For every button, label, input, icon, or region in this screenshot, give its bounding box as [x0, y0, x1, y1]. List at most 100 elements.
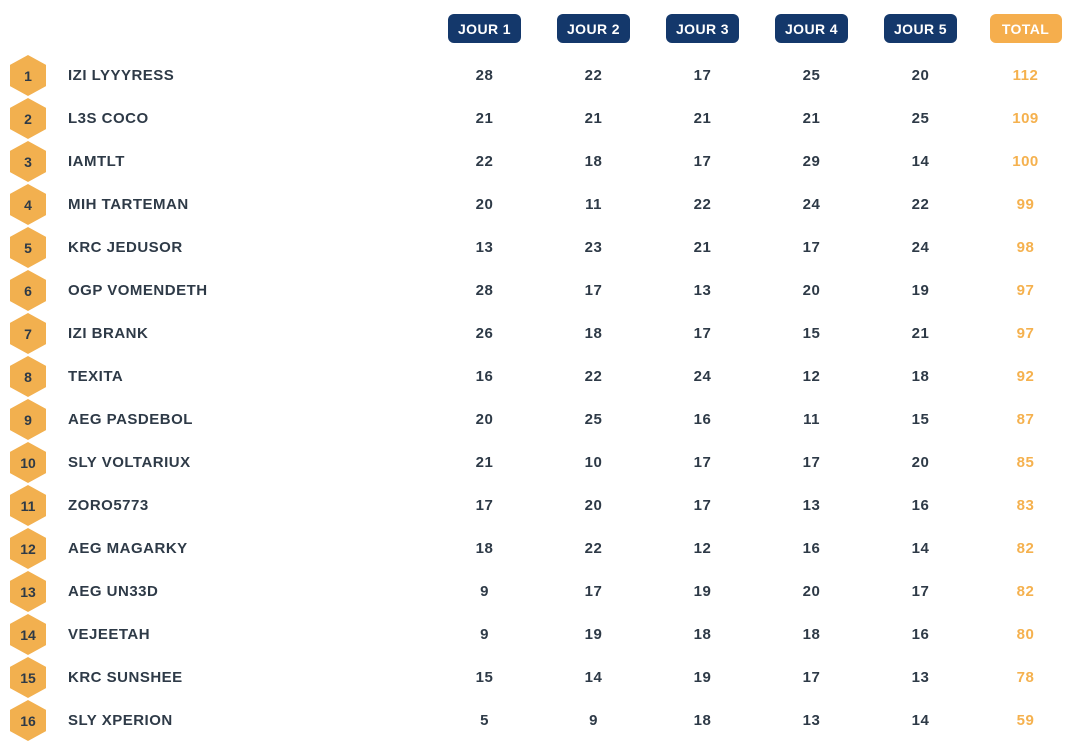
day-4-header-button[interactable]: JOUR 4 [775, 13, 848, 43]
score-day-5: 18 [911, 368, 930, 385]
day-2-header-button[interactable]: JOUR 2 [557, 13, 630, 43]
score-day-5: 16 [911, 626, 930, 643]
day-5-header-button[interactable]: JOUR 5 [884, 13, 957, 43]
score-day-4: 16 [802, 540, 821, 557]
player-name: IAMTLT [68, 153, 125, 170]
hexagon-icon: 13 [10, 571, 46, 612]
rank-number: 3 [24, 153, 32, 170]
rank-number: 16 [20, 712, 36, 729]
hexagon-icon: 10 [10, 442, 46, 483]
score-day-3: 13 [693, 282, 712, 299]
player-name: SLY XPERION [68, 712, 173, 729]
total-header-button[interactable]: TOTAL [989, 13, 1062, 43]
table-row: 14 VEJEETAH 9 19 18 18 16 80 [0, 613, 1076, 656]
score-day-4: 12 [802, 368, 821, 385]
score-day-4: 17 [802, 454, 821, 471]
rank-number: 9 [24, 411, 32, 428]
score-day-4: 18 [802, 626, 821, 643]
player-name: TEXITA [68, 368, 124, 385]
score-day-2: 14 [584, 669, 603, 686]
score-day-1: 5 [480, 712, 489, 729]
score-day-2: 22 [584, 67, 603, 84]
score-day-3: 17 [693, 454, 712, 471]
score-total: 82 [1016, 540, 1035, 557]
day-1-header-button[interactable]: JOUR 1 [448, 13, 521, 43]
score-day-2: 17 [584, 583, 603, 600]
hexagon-icon: 12 [10, 528, 46, 569]
score-day-1: 21 [475, 454, 494, 471]
score-total: 97 [1016, 282, 1035, 299]
rank-hexagon-badge: 8 [10, 356, 46, 397]
hexagon-icon: 6 [10, 270, 46, 311]
hexagon-icon: 15 [10, 657, 46, 698]
score-day-1: 22 [475, 153, 494, 170]
rank-number: 15 [20, 669, 36, 686]
score-day-5: 14 [911, 712, 930, 729]
rank-hexagon-badge: 11 [10, 485, 46, 526]
score-day-2: 22 [584, 540, 603, 557]
score-total: 78 [1016, 669, 1035, 686]
day-3-header-button[interactable]: JOUR 3 [666, 13, 739, 43]
score-day-5: 19 [911, 282, 930, 299]
score-day-3: 22 [693, 196, 712, 213]
score-day-3: 17 [693, 67, 712, 84]
rank-hexagon-badge: 10 [10, 442, 46, 483]
rank-number: 13 [20, 583, 36, 600]
hexagon-icon: 1 [10, 55, 46, 96]
rank-number: 8 [24, 368, 32, 385]
score-day-5: 14 [911, 540, 930, 557]
score-day-5: 17 [911, 583, 930, 600]
score-day-3: 12 [693, 540, 712, 557]
score-day-4: 25 [802, 67, 821, 84]
rank-hexagon-badge: 4 [10, 184, 46, 225]
score-day-4: 15 [802, 325, 821, 342]
rank-number: 1 [24, 67, 32, 84]
score-day-4: 13 [802, 497, 821, 514]
player-name: ZORO5773 [68, 497, 149, 514]
table-row: 5 KRC JEDUSOR 13 23 21 17 24 98 [0, 226, 1076, 269]
hexagon-icon: 3 [10, 141, 46, 182]
score-day-2: 25 [584, 411, 603, 428]
score-day-1: 17 [475, 497, 494, 514]
score-total: 85 [1016, 454, 1035, 471]
rank-hexagon-badge: 15 [10, 657, 46, 698]
score-day-3: 16 [693, 411, 712, 428]
score-day-5: 21 [911, 325, 930, 342]
score-day-3: 18 [693, 626, 712, 643]
score-day-2: 18 [584, 325, 603, 342]
hexagon-icon: 14 [10, 614, 46, 655]
score-day-2: 20 [584, 497, 603, 514]
hexagon-icon: 11 [10, 485, 46, 526]
rank-hexagon-badge: 3 [10, 141, 46, 182]
rank-number: 4 [24, 196, 32, 213]
score-day-3: 17 [693, 325, 712, 342]
rank-number: 2 [24, 110, 32, 127]
score-day-2: 18 [584, 153, 603, 170]
score-day-1: 15 [475, 669, 494, 686]
score-day-1: 20 [475, 411, 494, 428]
player-name: VEJEETAH [68, 626, 151, 643]
rank-hexagon-badge: 12 [10, 528, 46, 569]
table-row: 13 AEG UN33D 9 17 19 20 17 82 [0, 570, 1076, 613]
score-day-1: 20 [475, 196, 494, 213]
score-day-2: 11 [585, 196, 602, 213]
player-name: IZI LYYYRESS [68, 67, 175, 84]
player-name: L3S COCO [68, 110, 149, 127]
player-name: AEG PASDEBOL [68, 411, 193, 428]
rank-hexagon-badge: 7 [10, 313, 46, 354]
table-row: 16 SLY XPERION 5 9 18 13 14 59 [0, 699, 1076, 742]
player-name: SLY VOLTARIUX [68, 454, 191, 471]
score-day-5: 13 [911, 669, 930, 686]
table-row: 6 OGP VOMENDETH 28 17 13 20 19 97 [0, 269, 1076, 312]
score-day-5: 20 [911, 67, 930, 84]
score-day-3: 17 [693, 497, 712, 514]
score-day-5: 15 [911, 411, 930, 428]
score-day-2: 9 [589, 712, 598, 729]
score-day-1: 28 [475, 67, 494, 84]
score-day-3: 19 [693, 583, 712, 600]
score-day-1: 9 [480, 583, 489, 600]
score-day-3: 19 [693, 669, 712, 686]
player-name: KRC JEDUSOR [68, 239, 183, 256]
rank-hexagon-badge: 5 [10, 227, 46, 268]
score-total: 82 [1016, 583, 1035, 600]
